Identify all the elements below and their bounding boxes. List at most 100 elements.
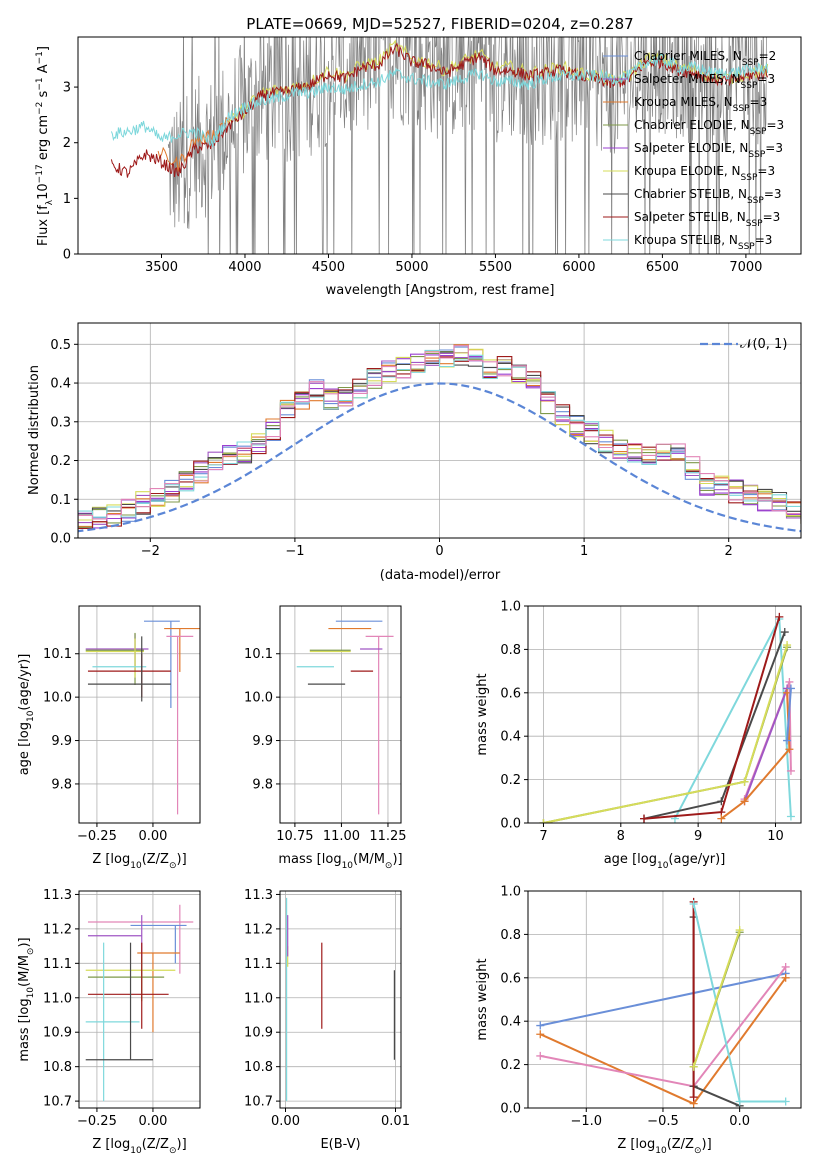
weight-marker — [539, 819, 548, 823]
spectrum-xtick-label: 4500 — [312, 260, 345, 275]
residuals-xtick-label: 2 — [725, 544, 733, 559]
model-spectrum-kroupa-stelib — [110, 52, 769, 147]
histogram-step — [78, 351, 801, 520]
residuals-ytick-label: 0.4 — [50, 377, 71, 392]
weight_vs_Z-ytick-label: 0.6 — [500, 971, 521, 986]
spectrum-xtick-label: 4000 — [228, 260, 261, 275]
mass_vs_EBV-xlabel: E(B-V) — [320, 1137, 360, 1152]
weight-marker — [781, 973, 790, 982]
mass_vs_Z-xlabel: Z [log10(Z/Z⊙)] — [92, 1137, 186, 1156]
spectrum-axes: 3500 4000 4500 5000 5500 6000 6500 7000 0 1 2 3 wave… — [35, 36, 802, 298]
mass_vs_Z-ytick-label: 10.9 — [43, 1026, 72, 1041]
weight-line — [674, 615, 792, 820]
weight_vs_Z-ylabel: mass weight — [475, 958, 490, 1040]
weight-marker — [536, 1021, 545, 1030]
observed-spectrum — [167, 37, 767, 254]
weight_vs_Z-xtick-label: 0.0 — [729, 1114, 750, 1129]
histogram-step — [78, 352, 801, 529]
legend-label: Salpeter ELODIE, NSSP=3 — [634, 141, 783, 160]
weight_vs_Z-plot — [536, 897, 790, 1108]
mass_vs_Z-ytick-label: 11.3 — [43, 888, 72, 903]
age_vs_mass-plot — [296, 620, 394, 815]
weight-marker — [689, 900, 698, 909]
mass_vs_EBV-ytick-label: 10.9 — [244, 1026, 273, 1041]
weight-line — [540, 972, 786, 1027]
age_vs_Z-frame — [78, 605, 201, 824]
age_vs_mass-xtick-label: 11.00 — [323, 829, 360, 844]
weight_vs_age-xlabel: age [log10(age/yr)] — [604, 852, 726, 871]
residuals-xtick-label: 1 — [580, 544, 588, 559]
spectrum-ytick-label: 0 — [63, 248, 71, 263]
residuals-axes: −2 −1 0 1 2 0.0 0.1 0.2 0.3 0.4 0.5 𝒩(0, 1) (data-mo… — [27, 322, 802, 583]
weight-marker — [786, 684, 795, 693]
mass_vs_Z-frame — [78, 890, 201, 1109]
spectrum-ytick-label: 3 — [63, 81, 71, 96]
legend-label: Chabrier ELODIE, NSSP=3 — [634, 118, 784, 137]
weight-line — [643, 631, 786, 820]
legend-label: Kroupa ELODIE, NSSP=3 — [634, 164, 775, 183]
mass_vs_EBV-xtick-label: 0.01 — [381, 1114, 410, 1129]
age_vs_Z-ylabel: age [log10(age/yr)] — [17, 654, 36, 776]
weight_vs_age-frame — [527, 605, 802, 824]
weight_vs_age-plot — [539, 612, 795, 823]
weight_vs_age-axes: 7 8 9 10 0.0 0.2 0.4 0.6 0.8 1.0 age [log10(age/yr… — [475, 600, 802, 871]
weight_vs_age-ylabel: mass weight — [475, 673, 490, 755]
age_vs_mass-axes: 10.75 11.00 11.25 9.8 9.9 10.0 10.1 mass [log10… — [244, 605, 407, 871]
age_vs_Z-ytick-label: 9.8 — [51, 777, 72, 792]
spectrum-xtick-label: 5500 — [479, 260, 512, 275]
histogram-step — [78, 350, 801, 528]
age_vs_Z-xtick-label: −0.25 — [77, 829, 117, 844]
spectrum-xtick-label: 5000 — [395, 260, 428, 275]
mass_vs_EBV-frame — [279, 890, 402, 1109]
weight-line — [786, 688, 792, 741]
spectrum-xtick-label: 6500 — [646, 260, 679, 275]
weight-marker — [783, 736, 792, 745]
weight_vs_age-ytick-label: 0.8 — [500, 643, 521, 658]
residuals-ytick-label: 0.0 — [50, 532, 71, 547]
histogram-step — [78, 356, 801, 529]
mass_vs_Z-plot — [85, 904, 194, 1102]
residuals-xtick-label: −1 — [285, 544, 304, 559]
weight-marker — [740, 797, 749, 806]
weight-marker — [735, 1097, 744, 1106]
mass_vs_Z-ytick-label: 10.8 — [43, 1060, 72, 1075]
histogram-step — [78, 345, 801, 534]
mass_vs_EBV-ytick-label: 11.1 — [244, 957, 273, 972]
spectrum-ylabel: Flux [fλ10−17 erg cm−2 s−1 A−1] — [35, 46, 55, 246]
residuals-ytick-label: 0.1 — [50, 493, 71, 508]
histogram-step — [78, 352, 801, 525]
legend-label: Chabrier MILES, NSSP=2 — [634, 49, 776, 68]
residuals-frame — [77, 322, 802, 539]
age_vs_mass-xtick-label: 11.25 — [369, 829, 406, 844]
weight-marker — [783, 641, 792, 650]
residuals-ytick-label: 0.3 — [50, 415, 71, 430]
age_vs_mass-xlabel: mass [log10(M/M⊙)] — [278, 852, 402, 871]
mass_vs_Z-ytick-label: 11.0 — [43, 991, 72, 1006]
spectrum-ytick-label: 1 — [63, 192, 71, 207]
mass_vs_EBV-ytick-label: 11.0 — [244, 991, 273, 1006]
weight-line — [543, 644, 789, 823]
weight-marker — [536, 1030, 545, 1039]
weight-marker — [785, 745, 794, 754]
weight_vs_age-xtick-label: 10 — [767, 829, 784, 844]
age_vs_mass-ytick-label: 9.8 — [252, 777, 273, 792]
weight_vs_age-xtick-label: 7 — [539, 829, 547, 844]
spectrum-xlabel: wavelength [Angstrom, rest frame] — [326, 283, 555, 298]
weight-marker — [785, 677, 794, 686]
mass_vs_Z-ylabel: mass [log10(M/M⊙)] — [17, 937, 36, 1061]
weight-marker — [781, 1097, 790, 1106]
age_vs_Z-ytick-label: 10.1 — [43, 647, 72, 662]
weight-marker — [640, 814, 649, 823]
weight-marker — [786, 766, 795, 775]
mass_vs_EBV-ytick-label: 10.7 — [244, 1095, 273, 1110]
mass_vs_EBV-ytick-label: 10.8 — [244, 1060, 273, 1075]
weight_vs_Z-ytick-label: 0.8 — [500, 928, 521, 943]
weight_vs_age-ytick-label: 0.4 — [500, 730, 521, 745]
weight_vs_age-ytick-label: 1.0 — [500, 600, 521, 615]
weight_vs_age-ytick-label: 0.6 — [500, 686, 521, 701]
weight_vs_age-xtick-label: 9 — [694, 829, 702, 844]
weight_vs_Z-ytick-label: 0.2 — [500, 1058, 521, 1073]
weight-marker — [775, 612, 784, 621]
legend-label: Kroupa MILES, NSSP=3 — [634, 95, 767, 114]
